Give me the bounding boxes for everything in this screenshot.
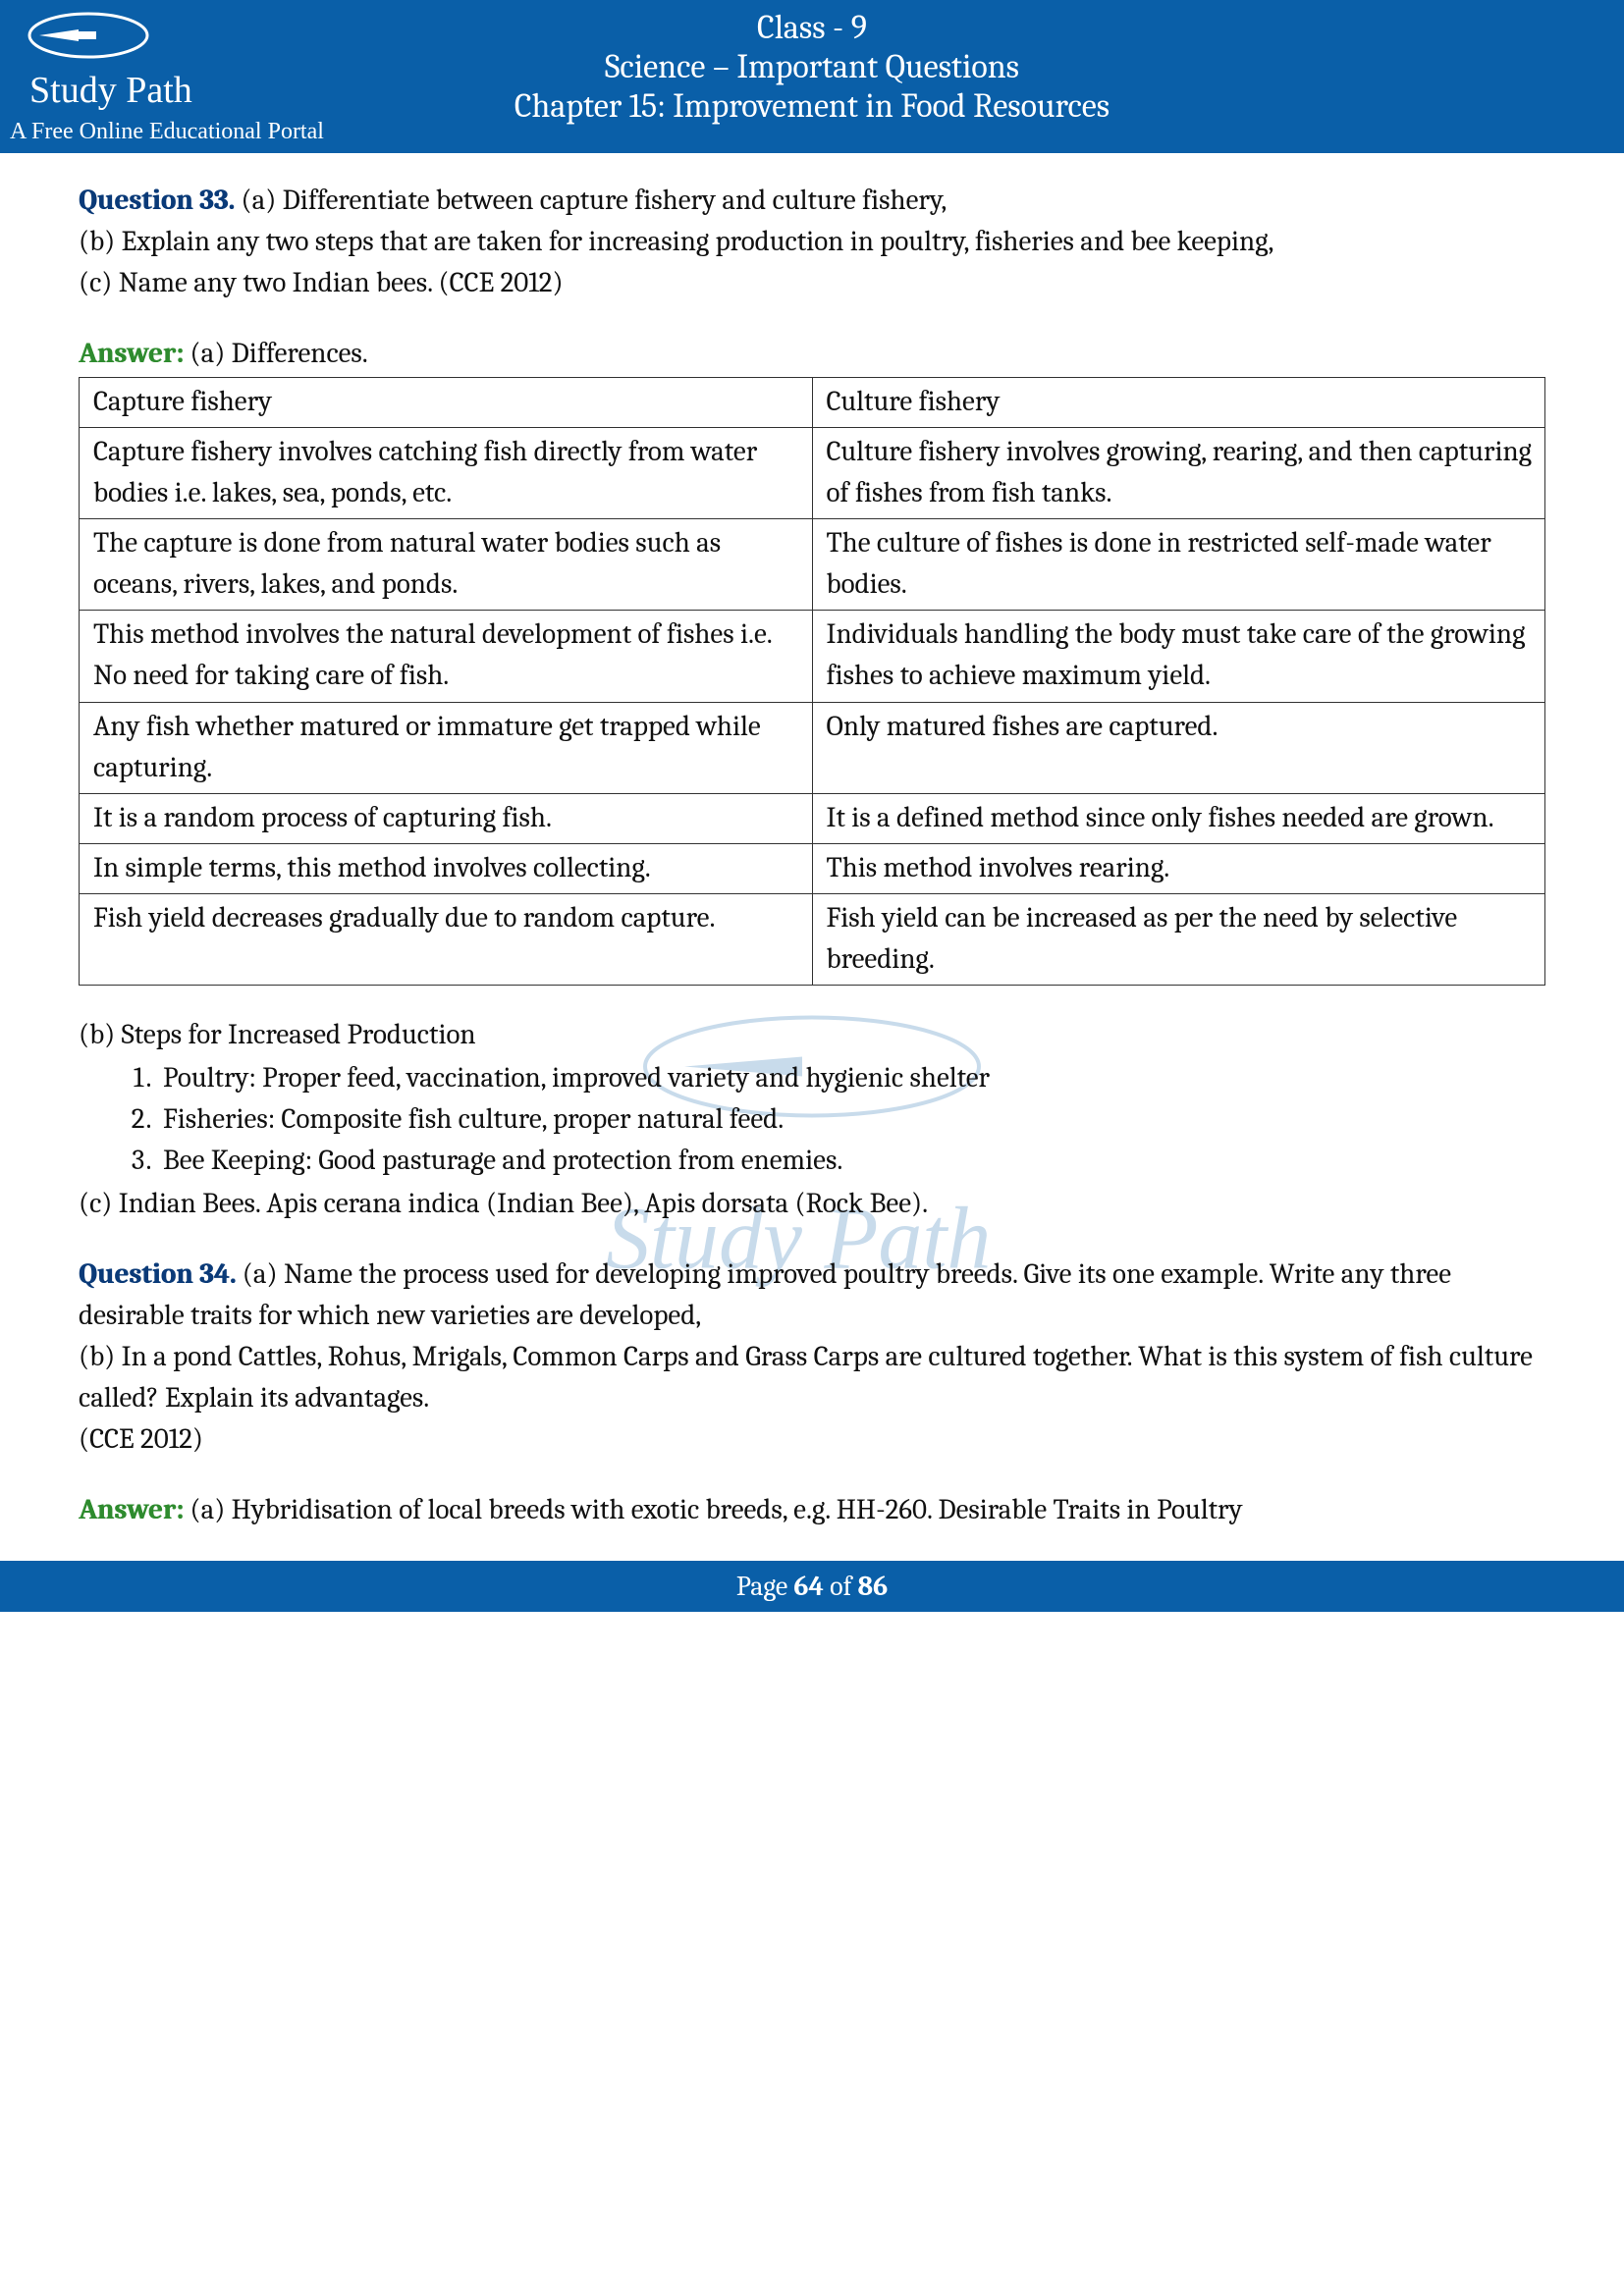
footer-of: of bbox=[824, 1571, 858, 1602]
ans34-text: (a) Hybridisation of local breeds with e… bbox=[190, 1494, 1243, 1526]
table-row: In simple terms, this method involves co… bbox=[80, 843, 1545, 893]
steps-list: Poultry: Proper feed, vaccination, impro… bbox=[79, 1058, 1545, 1182]
table-header-cell: Capture fishery bbox=[80, 378, 813, 428]
page-footer: Page 64 of 86 bbox=[0, 1561, 1624, 1612]
q34-part-a: (a) Name the process used for developing… bbox=[79, 1258, 1451, 1332]
q34-part-b: (b) In a pond Cattles, Rohus, Mrigals, C… bbox=[79, 1341, 1533, 1415]
table-cell: It is a random process of capturing fish… bbox=[80, 793, 813, 843]
table-cell: This method involves rearing. bbox=[812, 843, 1545, 893]
table-cell: Any fish whether matured or immature get… bbox=[80, 702, 813, 793]
logo-block: Study Path A Free Online Educational Por… bbox=[0, 0, 393, 153]
footer-total-pages: 86 bbox=[858, 1571, 889, 1602]
table-cell: Capture fishery involves catching fish d… bbox=[80, 428, 813, 519]
list-item: Bee Keeping: Good pasturage and protecti… bbox=[157, 1141, 1545, 1182]
footer-current-page: 64 bbox=[793, 1571, 824, 1602]
footer-prefix: Page bbox=[736, 1571, 794, 1602]
table-row: It is a random process of capturing fish… bbox=[80, 793, 1545, 843]
list-item: Fisheries: Composite fish culture, prope… bbox=[157, 1099, 1545, 1141]
table-header-row: Capture fishery Culture fishery bbox=[80, 378, 1545, 428]
ans33-b-intro: (b) Steps for Increased Production bbox=[79, 1015, 1545, 1056]
q34-ref: (CCE 2012) bbox=[79, 1423, 203, 1456]
question-label: Question 34. bbox=[79, 1258, 236, 1291]
brand-name: Study Path bbox=[29, 69, 383, 112]
table-row: Any fish whether matured or immature get… bbox=[80, 702, 1545, 793]
ans33-c-text: (c) Indian Bees. Apis cerana indica (Ind… bbox=[79, 1184, 1545, 1225]
answer-label: Answer: bbox=[79, 338, 184, 370]
q33-part-c: (c) Name any two Indian bees. (CCE 2012) bbox=[79, 267, 564, 299]
brand-tagline: A Free Online Educational Portal bbox=[10, 119, 324, 145]
page-header: Class - 9 Science – Important Questions … bbox=[0, 0, 1624, 153]
answer-34: Answer: (a) Hybridisation of local breed… bbox=[79, 1490, 1545, 1531]
table-header-cell: Culture fishery bbox=[812, 378, 1545, 428]
table-cell: Fish yield decreases gradually due to ra… bbox=[80, 893, 813, 985]
table-cell: This method involves the natural develop… bbox=[80, 611, 813, 702]
comparison-table: Capture fishery Culture fishery Capture … bbox=[79, 377, 1545, 986]
table-cell: The culture of fishes is done in restric… bbox=[812, 519, 1545, 611]
question-label: Question 33. bbox=[79, 185, 235, 217]
table-cell: Only matured fishes are captured. bbox=[812, 702, 1545, 793]
table-row: Capture fishery involves catching fish d… bbox=[80, 428, 1545, 519]
table-cell: Culture fishery involves growing, rearin… bbox=[812, 428, 1545, 519]
table-row: This method involves the natural develop… bbox=[80, 611, 1545, 702]
question-33: Question 33. (a) Differentiate between c… bbox=[79, 181, 1545, 304]
table-cell: It is a defined method since only fishes… bbox=[812, 793, 1545, 843]
table-cell: Individuals handling the body must take … bbox=[812, 611, 1545, 702]
q33-part-b: (b) Explain any two steps that are taken… bbox=[79, 226, 1273, 258]
table-cell: Fish yield can be increased as per the n… bbox=[812, 893, 1545, 985]
table-cell: The capture is done from natural water b… bbox=[80, 519, 813, 611]
page-content: Question 33. (a) Differentiate between c… bbox=[0, 153, 1624, 1531]
q33-part-a: (a) Differentiate between capture fisher… bbox=[242, 185, 947, 217]
answer-label: Answer: bbox=[79, 1494, 184, 1526]
answer-33: Answer: (a) Differences. Capture fishery… bbox=[79, 334, 1545, 1225]
ans33-a-intro: (a) Differences. bbox=[190, 338, 368, 370]
list-item: Poultry: Proper feed, vaccination, impro… bbox=[157, 1058, 1545, 1099]
table-cell: In simple terms, this method involves co… bbox=[80, 843, 813, 893]
question-34: Question 34. (a) Name the process used f… bbox=[79, 1255, 1545, 1461]
table-row: Fish yield decreases gradually due to ra… bbox=[80, 893, 1545, 985]
table-row: The capture is done from natural water b… bbox=[80, 519, 1545, 611]
